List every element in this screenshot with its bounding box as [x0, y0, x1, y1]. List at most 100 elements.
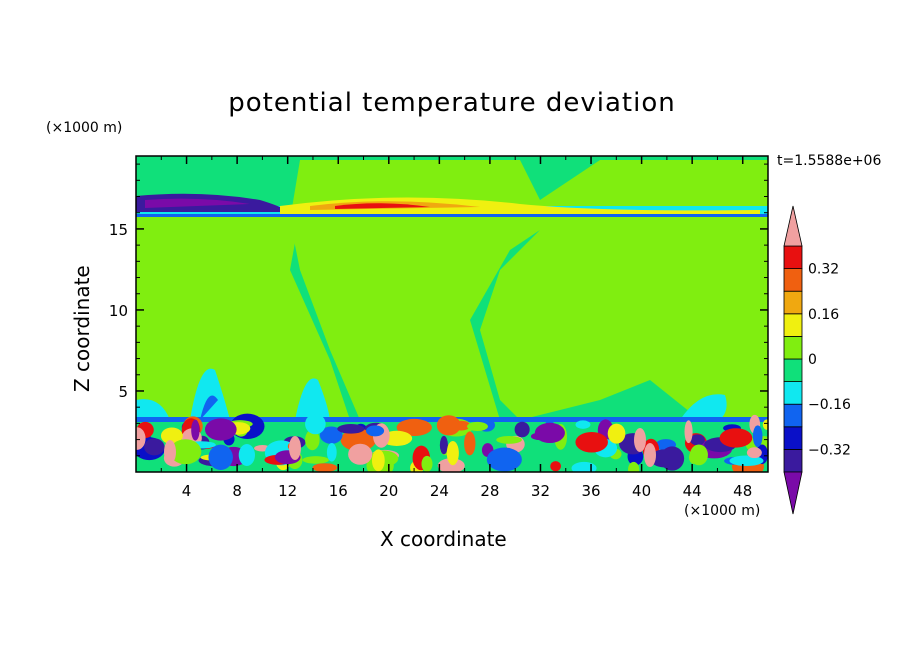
- boundary-layer-cell: [319, 426, 343, 444]
- boundary-layer-cell: [650, 449, 678, 468]
- boundary-layer-cell: [302, 456, 329, 464]
- boundary-layer-cell: [729, 455, 764, 467]
- boundary-layer-cell: [191, 419, 200, 441]
- x-axis: 4 8 12 16 20 24 28 32 36 40 44 48: [160, 156, 752, 500]
- boundary-layer-cell: [144, 438, 165, 456]
- x-tick-label: 32: [531, 482, 550, 500]
- x-tick-label: 4: [182, 482, 192, 500]
- colorbar-tick-label: −0.32: [808, 442, 851, 458]
- boundary-layer-cell: [204, 418, 237, 441]
- boundary-layer-cell: [289, 436, 301, 460]
- heatmap-region: [136, 399, 170, 420]
- boundary-layer-cell: [337, 424, 365, 434]
- boundary-layer-cell: [365, 425, 385, 437]
- heatmap-region: [136, 215, 350, 420]
- boundary-layer-cell: [348, 443, 373, 465]
- boundary-layer-cells: [136, 413, 768, 472]
- boundary-layer-cell: [136, 427, 146, 450]
- boundary-layer-cell: [762, 419, 768, 430]
- boundary-layer-cell: [437, 458, 465, 472]
- x-tick-label: 8: [232, 482, 242, 500]
- boundary-layer-cell: [634, 428, 646, 452]
- colorbar-band: [783, 403, 803, 428]
- boundary-layer-cell: [719, 428, 753, 448]
- time-label: t=1.5588e+06: [777, 153, 882, 169]
- boundary-layer-cell: [160, 427, 183, 445]
- y-tick-label: 10: [109, 302, 128, 320]
- boundary-layer-cell: [689, 444, 708, 466]
- colorbar-band: [783, 290, 803, 315]
- chart-title: potential temperature deviation: [228, 88, 676, 118]
- boundary-layer-cell: [534, 422, 565, 444]
- colorbar-band: [783, 381, 803, 405]
- boundary-layer-cell: [486, 447, 522, 472]
- heatmap-region: [136, 214, 768, 217]
- boundary-layer-cell: [446, 441, 459, 466]
- boundary-layer-cell: [514, 421, 530, 438]
- boundary-layer-cell: [436, 415, 461, 436]
- boundary-layer-cell: [689, 434, 705, 446]
- boundary-layer-cell: [607, 423, 626, 444]
- heatmap-region: [200, 395, 218, 420]
- colorbar-band: [783, 358, 803, 383]
- boundary-layer-cell: [371, 449, 385, 472]
- x-axis-label: X coordinate: [380, 527, 507, 551]
- colorbar-band: [783, 448, 803, 473]
- boundary-layer-cell: [644, 443, 656, 467]
- colorbar-tick-label: 0.16: [808, 307, 839, 323]
- z-axis-unit: (×1000 m): [46, 120, 123, 136]
- boundary-layer-cell: [421, 455, 433, 472]
- heatmap-region: [680, 394, 727, 420]
- boundary-layer-cell: [575, 431, 608, 453]
- x-tick-label: 40: [632, 482, 651, 500]
- x-tick-label: 24: [430, 482, 449, 500]
- boundary-layer-cell: [575, 420, 591, 429]
- boundary-layer-cell: [340, 428, 377, 452]
- boundary-layer-cell: [305, 429, 320, 451]
- heatmap-region: [295, 378, 330, 420]
- colorbar-band: [783, 335, 803, 360]
- x-tick-label: 48: [733, 482, 752, 500]
- colorbar-extend-top: [783, 205, 803, 247]
- boundary-layer-cell: [326, 443, 337, 462]
- colorbar-band: [783, 245, 803, 270]
- boundary-layer-cell: [464, 431, 476, 456]
- boundary-layer-cell: [628, 461, 640, 472]
- x-tick-label: 20: [379, 482, 398, 500]
- y-axis: 5 10 15: [109, 163, 768, 457]
- boundary-layer-cell: [752, 425, 763, 448]
- x-tick-label: 36: [581, 482, 600, 500]
- x-tick-label: 28: [480, 482, 499, 500]
- boundary-layer-cell: [496, 435, 522, 444]
- heatmap-region: [145, 198, 250, 208]
- boundary-layer-cell: [238, 444, 255, 466]
- heatmap-region: [190, 368, 230, 420]
- colorbar-band: [783, 268, 803, 292]
- colorbar-band: [783, 426, 803, 450]
- heatmap-region: [290, 160, 768, 420]
- colorbar: 0.32 0.16 0 −0.16 −0.32: [783, 205, 851, 515]
- boundary-layer-cell: [550, 461, 561, 472]
- colorbar-tick-label: 0.32: [808, 262, 839, 278]
- x-axis-unit: (×1000 m): [684, 503, 761, 519]
- boundary-layer-cell: [467, 421, 488, 431]
- boundary-layer-cell: [305, 413, 326, 435]
- boundary-layer-cell: [164, 440, 176, 464]
- x-tick-label: 16: [329, 482, 348, 500]
- heatmap-region: [335, 203, 430, 209]
- colorbar-tick-label: −0.16: [808, 397, 851, 413]
- x-tick-label: 12: [278, 482, 297, 500]
- boundary-layer-cell: [169, 439, 202, 465]
- y-tick-label: 15: [109, 221, 128, 239]
- heatmap-field: [136, 156, 768, 472]
- colorbar-band: [783, 313, 803, 337]
- y-tick-label: 5: [118, 383, 128, 401]
- boundary-layer-cell: [746, 447, 762, 459]
- colorbar-extend-bottom: [783, 471, 803, 515]
- boundary-layer-cell: [208, 444, 233, 470]
- boundary-layer-cell: [312, 463, 338, 472]
- boundary-layer-cell: [396, 418, 432, 437]
- boundary-layer-cell: [439, 435, 448, 455]
